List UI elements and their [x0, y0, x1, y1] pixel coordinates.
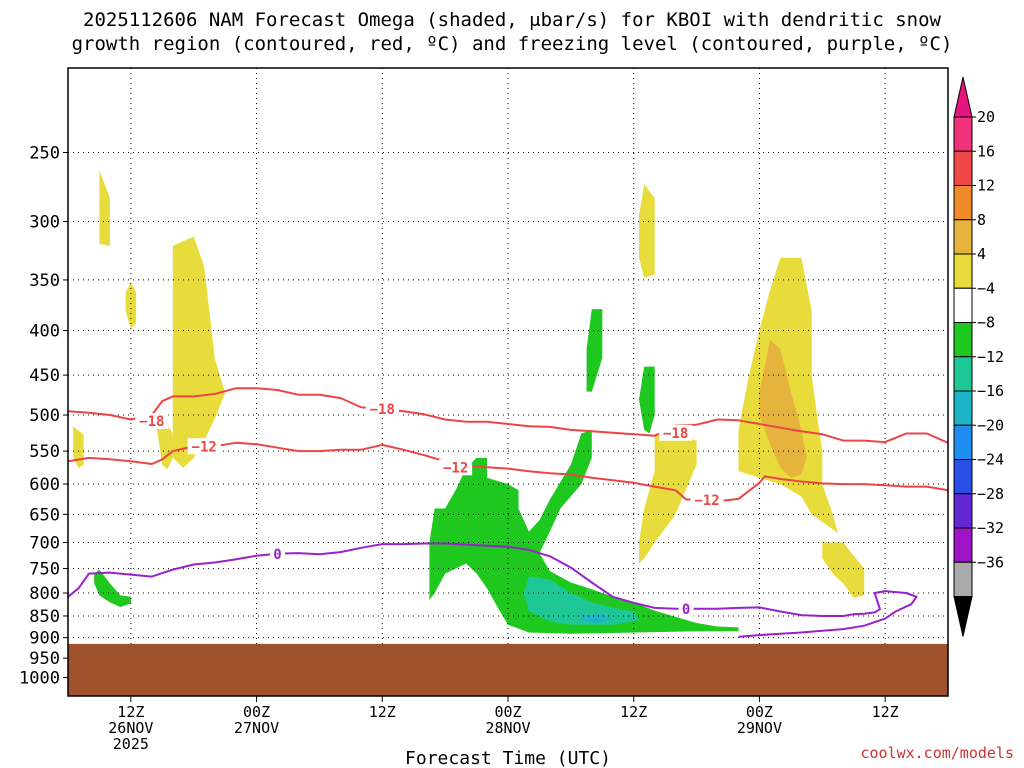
x-axis-label: Forecast Time (UTC) [405, 748, 611, 768]
colorbar-label-4: 4 [977, 245, 986, 263]
colorbar-box-4 [953, 253, 973, 289]
contour-label--18-1: −18 [370, 402, 395, 418]
x-tick-label-18-1: 27NOV [234, 719, 279, 737]
omega-region-pos4-8 [822, 542, 865, 598]
omega-region-pos4-6 [639, 433, 697, 564]
x-tick-label-66-0: 00Z [746, 703, 773, 721]
colorbar-over-arrow [953, 76, 973, 118]
contour-label-bg--12-1 [439, 459, 473, 476]
colorbar-label-11: −28 [977, 485, 1004, 503]
colorbar-box-1 [953, 150, 973, 186]
omega-region-pos8-9 [759, 339, 807, 478]
colorbar-box-6 [953, 322, 973, 358]
omega-region-neg4-10 [586, 309, 603, 392]
colorbar-box-0 [953, 116, 973, 152]
contour--18 [68, 387, 948, 444]
contour-label--18-0: −18 [139, 414, 164, 430]
colorbar-label-10: −24 [977, 451, 1004, 469]
y-tick-label-750: 750 [29, 560, 60, 580]
colorbar-label-12: −32 [977, 519, 1004, 537]
x-tick-label-78-0: 12Z [872, 703, 899, 721]
y-tick-label-400: 400 [29, 322, 60, 342]
colorbar-label-1: 16 [977, 142, 995, 160]
colorbar-box-2 [953, 185, 973, 221]
x-tick-label-6-0: 12Z [117, 703, 144, 721]
contour-label-0-1: 0 [682, 602, 690, 618]
contour-label-0-0: 0 [273, 547, 281, 563]
contour-label-bg--18-0 [135, 413, 169, 430]
contour-0 [68, 542, 918, 638]
colorbar-under-arrow [953, 596, 973, 637]
colorbar-label-13: −36 [977, 553, 1004, 571]
colorbar-label-3: 8 [977, 211, 986, 229]
colorbar-box-10 [953, 459, 973, 495]
terrain [68, 643, 948, 696]
contour-label-bg--12-0 [187, 438, 221, 455]
omega-region-neg4-13 [429, 429, 739, 634]
y-tick-label-350: 350 [29, 271, 60, 291]
contour-label-bg--18-2 [659, 424, 693, 441]
omega-region-pos4-1 [125, 282, 137, 329]
y-tick-label-550: 550 [29, 442, 60, 462]
x-tick-label-42-1: 28NOV [485, 719, 530, 737]
y-tick-label-850: 850 [29, 607, 60, 627]
x-tick-label-42-0: 00Z [494, 703, 521, 721]
y-tick-label-700: 700 [29, 533, 60, 553]
y-tick-label-600: 600 [29, 475, 60, 495]
contour-label-bg-0-1 [678, 600, 694, 617]
contour-label-bg-0-0 [270, 546, 286, 563]
x-tick-label-6-2: 2025 [113, 735, 149, 753]
colorbar-label-9: −20 [977, 416, 1004, 434]
y-tick-label-650: 650 [29, 505, 60, 525]
y-tick-label-950: 950 [29, 649, 60, 669]
title-line-1: 2025112606 NAM Forecast Omega (shaded, μ… [83, 9, 941, 31]
title-line-2: growth region (contoured, red, ºC) and f… [71, 33, 953, 55]
colorbar-label-5: −4 [977, 279, 995, 297]
colorbar-label-0: 20 [977, 108, 995, 126]
contour-label-bg--18-1 [365, 400, 399, 417]
omega-region-neg4-11 [639, 366, 655, 434]
y-tick-label-300: 300 [29, 213, 60, 233]
x-tick-label-54-0: 12Z [620, 703, 647, 721]
y-tick-label-500: 500 [29, 406, 60, 426]
plot-area: −18 −18 −18 −12 −12 −12 0 0 [68, 68, 948, 696]
omega-region-pos4-3 [172, 236, 226, 468]
y-tick-label-450: 450 [29, 366, 60, 386]
colorbar-box-3 [953, 219, 973, 255]
colorbar-box-9 [953, 424, 973, 460]
omega-region-neg12-15 [581, 614, 613, 623]
colorbar-box-12 [953, 527, 973, 563]
omega-region-pos4-2 [73, 426, 84, 468]
omega-region-pos4-5 [639, 184, 655, 278]
colorbar-label-7: −12 [977, 348, 1004, 366]
colorbar-box-7 [953, 356, 973, 392]
contour-label-bg--12-2 [690, 492, 724, 509]
omega-region-pos4-0 [99, 170, 110, 246]
x-tick-label-6-1: 26NOV [108, 719, 153, 737]
colorbar-label-8: −16 [977, 382, 1004, 400]
y-tick-label-800: 800 [29, 584, 60, 604]
y-tick-label-250: 250 [29, 144, 60, 164]
colorbar-box-5 [953, 287, 973, 323]
contour-label--12-1: −12 [443, 460, 468, 476]
y-tick-label-1000: 1000 [19, 669, 60, 689]
omega-region-neg4-12 [94, 569, 131, 607]
chart-title: 2025112606 NAM Forecast Omega (shaded, μ… [0, 8, 1024, 56]
contour-label--18-2: −18 [663, 426, 688, 442]
colorbar-box-13 [953, 561, 973, 597]
colorbar-box-11 [953, 493, 973, 529]
y-tick-label-900: 900 [29, 629, 60, 649]
x-tick-label-66-1: 29NOV [737, 719, 782, 737]
x-tick-label-30-0: 12Z [369, 703, 396, 721]
colorbar-label-6: −8 [977, 314, 995, 332]
omega-region-neg8-14 [523, 576, 639, 625]
x-tick-label-18-0: 00Z [243, 703, 270, 721]
watermark: coolwx.com/models [860, 744, 1014, 762]
colorbar-label-2: 12 [977, 177, 995, 195]
colorbar-box-8 [953, 390, 973, 426]
contour-label--12-0: −12 [192, 439, 217, 455]
contour-label--12-2: −12 [694, 493, 719, 509]
